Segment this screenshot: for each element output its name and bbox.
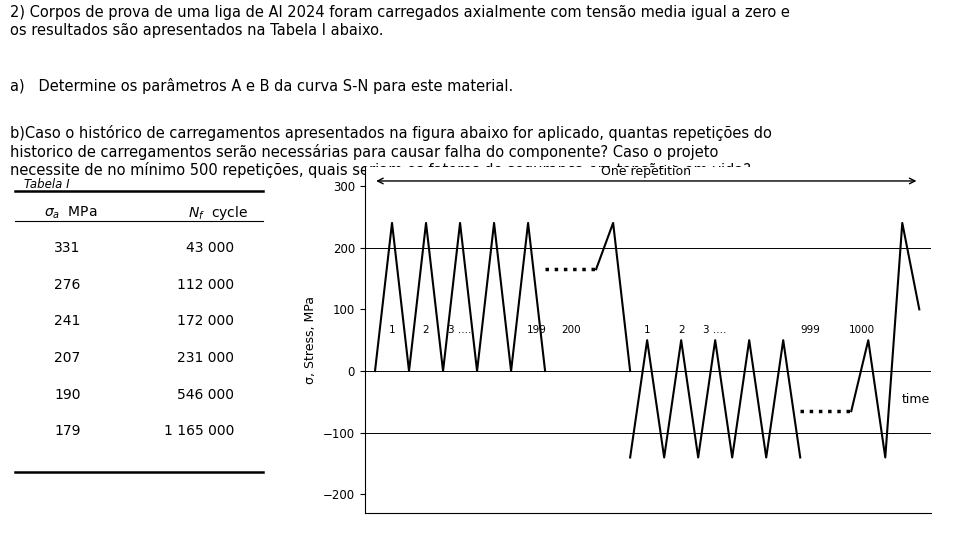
Text: 3 ....: 3 .... [704,325,727,335]
Text: 172 000: 172 000 [178,314,234,328]
Text: 2: 2 [422,325,429,335]
Text: 2: 2 [678,325,684,335]
Text: 2) Corpos de prova de uma liga de Al 2024 foram carregados axialmente com tensão: 2) Corpos de prova de uma liga de Al 202… [10,5,789,38]
Text: time: time [901,393,929,406]
Text: 199: 199 [527,325,546,335]
Text: 1 165 000: 1 165 000 [164,424,234,438]
Text: 999: 999 [801,325,821,335]
Text: $\sigma_a$  MPa: $\sigma_a$ MPa [44,204,98,220]
Text: a)   Determine os parâmetros A e B da curva S-N para este material.: a) Determine os parâmetros A e B da curv… [10,78,513,94]
Text: 1000: 1000 [849,325,875,335]
Text: 546 000: 546 000 [178,388,234,402]
Text: b)Caso o histórico de carregamentos apresentados na figura abaixo for aplicado, : b)Caso o histórico de carregamentos apre… [10,125,772,178]
Text: 207: 207 [54,351,81,365]
Text: 190: 190 [54,388,81,402]
Text: 3 ....: 3 .... [448,325,471,335]
Text: 331: 331 [54,241,81,255]
Text: 1: 1 [644,325,651,335]
Text: $N_f$  cycle: $N_f$ cycle [188,204,249,222]
Text: 200: 200 [561,325,581,335]
Text: One repetition: One repetition [601,165,691,178]
Text: Tabela I: Tabela I [24,178,70,191]
Text: 276: 276 [54,278,81,292]
Text: 231 000: 231 000 [178,351,234,365]
Text: 241: 241 [54,314,81,328]
Text: 179: 179 [54,424,81,438]
Text: 43 000: 43 000 [186,241,234,255]
Y-axis label: σ, Stress, MPa: σ, Stress, MPa [304,296,318,384]
Text: 1: 1 [389,325,396,335]
Text: 112 000: 112 000 [177,278,234,292]
